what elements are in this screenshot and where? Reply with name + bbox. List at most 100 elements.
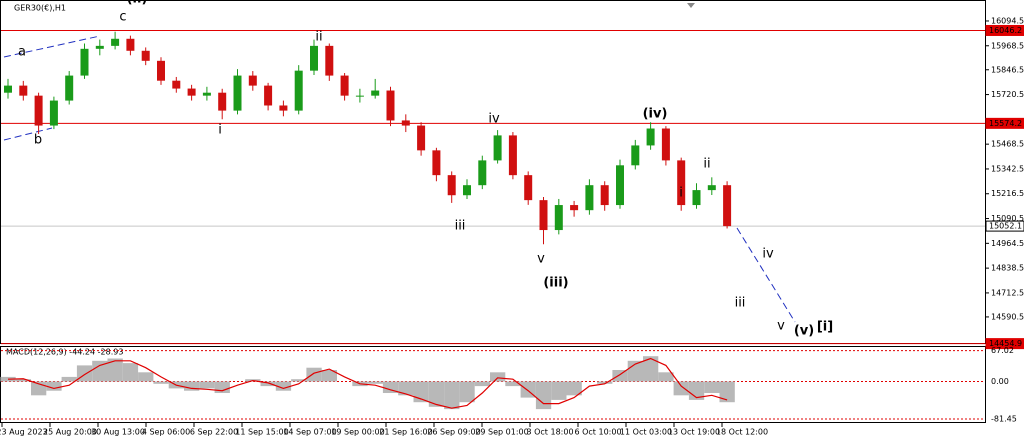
wave-label: c [119,10,126,25]
macd-bar [673,381,689,396]
wave-label: v [777,319,785,334]
macd-bar [398,381,414,396]
y-tick-label: 14590.5 [991,312,1024,321]
macd-bar [184,381,200,391]
macd-bar [306,367,322,382]
candle-body [692,190,701,206]
macd-bar [367,381,383,384]
wave-label: ii [315,30,322,45]
candle-body [325,45,334,76]
signal-line [7,357,728,409]
y-tick-label: 14838.5 [991,264,1024,273]
x-tick-label: 30 Aug 13:00 [91,428,145,437]
candle-body [172,80,181,89]
macd-bar [551,381,567,400]
level-tag [985,117,1024,129]
macd-bar [275,381,292,391]
candle-body [432,150,441,176]
wave-label: ii [703,157,710,172]
macd-bar [138,372,154,382]
level-label: 14454.9 [989,339,1022,348]
level-label: 15052.1 [989,222,1022,231]
macd-bar [490,372,506,382]
y-tick-label: 14712.5 [991,288,1024,297]
candle-body [279,105,288,111]
wave-label: iv [762,247,774,262]
macd-bar [658,372,674,382]
macd-bar [92,360,108,382]
macd-bar [597,381,613,384]
candle-body [49,100,58,126]
macd-bar [413,381,429,403]
candle-body [310,45,318,71]
macd-bar [459,381,475,403]
x-tick-label: 29 Sep 01:00 [475,428,528,437]
candle-body [478,160,487,186]
candle-body [126,38,135,51]
candle-body [616,165,624,206]
macd-bar [260,381,276,387]
candle-body [386,90,395,121]
candle-body [111,38,120,46]
candle-body [187,88,196,96]
macd-bar [704,381,720,394]
x-tick-label: 3 Oct 18:00 [526,428,573,437]
candle-body [585,185,594,211]
macd-bar [46,381,62,391]
level-label: 16046.2 [989,26,1022,35]
x-tick-label: 6 Oct 10:00 [574,428,621,437]
wave-label: iv [488,112,500,127]
x-tick-label: 11 Sep 15:00 [235,428,288,437]
candle-body [202,92,211,96]
wave-label: i [679,186,683,201]
macd-bar [612,370,628,382]
candle-body [80,48,89,76]
x-tick-label: 19 Sep 00:00 [331,428,384,437]
candle-body [248,75,257,86]
macd-tick-label: -81.45 [991,414,1017,423]
macd-bar [566,381,582,396]
x-tick-label: 21 Sep 16:00 [379,428,432,437]
candle-body [218,92,227,111]
candle-body [294,70,303,111]
y-tick-label: 15342.5 [991,164,1024,173]
candle-body [723,185,732,227]
candle-body [677,160,686,206]
macd-bar [291,379,307,382]
candle-body [539,200,548,231]
wave-label: i [218,123,222,138]
candle-body [355,95,364,97]
wave-label: iii [735,296,746,311]
macd-bar [153,381,169,384]
candle-body [233,75,242,111]
candle-body [600,185,609,206]
y-tick-label: 15216.5 [991,189,1024,198]
macd-bar [199,381,215,389]
candle-body [631,145,640,166]
macd-label: MACD(12,26,9) -44.24 -28.93 [6,348,123,357]
macd-tick-label: 67.02 [991,346,1014,355]
macd-tick-label: 0.00 [991,377,1009,386]
y-tick-label: 14964.5 [991,239,1024,248]
macd-bar [444,381,460,410]
wave-label: iii [455,219,466,234]
level-tag [985,338,1024,350]
x-tick-label: 26 Sep 09:00 [427,428,480,437]
y-tick-label: 15720.5 [991,90,1024,99]
macd-bar [535,381,552,410]
macd-bar [719,381,735,403]
wave-label: a [18,45,26,60]
wave-label: (v) [794,324,814,339]
candle-body [34,95,43,126]
forecast-line [736,227,796,323]
macd-bar [76,365,93,382]
wave-label: (iii) [543,276,568,291]
x-tick-label: 25 Aug 20:00 [43,428,97,437]
macd-bar [505,381,521,387]
wave-label: [i] [817,320,833,335]
candle-body [661,128,670,161]
macd-bar [382,381,399,394]
candle-body [401,120,410,126]
wave-label: (iv) [643,107,668,122]
